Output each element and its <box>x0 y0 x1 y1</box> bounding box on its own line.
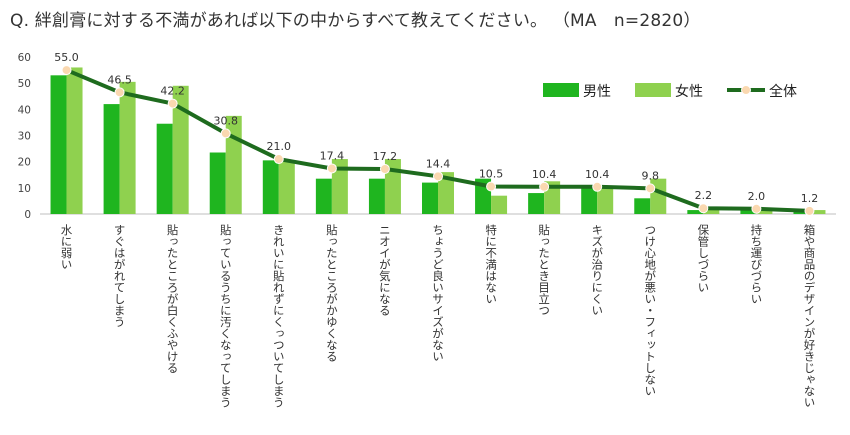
data-label-total: 10.5 <box>479 168 504 181</box>
legend-label: 全体 <box>769 83 797 100</box>
point-total <box>539 181 550 192</box>
bar-female <box>438 172 454 214</box>
category-label: 持ち運びづらい <box>749 223 763 304</box>
category-label: きれいに貼れずにくっついてしまう <box>272 224 286 408</box>
chart-title: Q. 絆創膏に対する不満があれば以下の中からすべて教えてください。 （MA n=… <box>10 11 701 31</box>
bar-male <box>50 75 67 214</box>
point-total <box>698 203 709 214</box>
bar-male <box>422 182 438 214</box>
bar-female <box>597 186 614 214</box>
point-total <box>592 181 603 192</box>
bar-male <box>528 193 545 214</box>
bar-female <box>491 195 508 214</box>
bar-male <box>262 160 279 214</box>
bar-female <box>809 210 826 214</box>
data-label-total: 10.4 <box>585 168 610 181</box>
category-label: 保管しづらい <box>696 223 710 293</box>
bar-female <box>384 159 401 214</box>
category-label: 貼ったところがかゆくなる <box>325 223 339 362</box>
data-label-total: 14.4 <box>426 157 451 170</box>
category-label: すぐはがれてしまう <box>113 224 127 328</box>
bar-male <box>740 210 757 214</box>
point-total <box>433 171 443 182</box>
bar-male <box>581 187 598 214</box>
y-tick-label: 40 <box>18 104 31 116</box>
point-total <box>273 154 284 165</box>
category-label: 水に弱い <box>60 224 74 270</box>
bar-male <box>368 178 385 214</box>
y-tick-label: 10 <box>18 183 31 195</box>
data-label-total: 30.8 <box>213 114 238 127</box>
point-total <box>220 128 231 139</box>
point-total <box>804 205 815 216</box>
point-total <box>61 65 72 76</box>
legend-swatch-male <box>543 83 579 97</box>
data-label-total: 42.2 <box>160 85 185 98</box>
category-label: つけ心地が悪い・フィットしない <box>643 224 657 397</box>
bar-female <box>756 208 773 214</box>
data-label-total: 46.5 <box>107 73 132 86</box>
data-label-total: 1.2 <box>801 192 819 205</box>
category-label: 特に不満はない <box>484 223 498 304</box>
bar-female <box>331 159 348 214</box>
bar-female <box>66 67 83 214</box>
y-tick-label: 20 <box>18 157 31 169</box>
point-total <box>645 183 656 194</box>
point-total <box>751 203 762 214</box>
bar-male <box>209 152 226 214</box>
category-label: 貼ったところが白くふやける <box>166 223 180 373</box>
legend-label: 女性 <box>675 83 703 100</box>
category-label: ニオイが気になる <box>378 224 392 316</box>
data-label-total: 55.0 <box>54 51 79 64</box>
y-tick-label: 50 <box>18 78 31 90</box>
data-label-total: 2.2 <box>695 189 713 202</box>
bar-male <box>156 123 173 214</box>
bar-male <box>315 178 332 214</box>
bar-female <box>172 85 189 215</box>
category-label: 貼っているうちに汚くなってしまう <box>219 223 233 408</box>
bar-female <box>278 160 295 214</box>
bar-male <box>793 211 810 214</box>
point-total <box>486 181 497 192</box>
category-label: ちょうど良いサイズがない <box>431 224 445 362</box>
y-tick-label: 30 <box>18 131 31 143</box>
point-total <box>326 163 337 174</box>
legend-label: 男性 <box>583 84 611 100</box>
category-label: 貼ったとき目立つ <box>537 223 551 316</box>
point-total <box>114 87 125 98</box>
bar-male <box>103 104 120 214</box>
legend-marker-total <box>741 85 751 95</box>
bar-male <box>687 210 704 214</box>
data-label-total: 21.0 <box>267 140 292 153</box>
legend-swatch-female <box>635 83 671 97</box>
bar-female <box>703 207 720 214</box>
data-label-total: 2.0 <box>748 190 766 203</box>
y-tick-label: 0 <box>24 209 31 221</box>
point-total <box>379 163 390 174</box>
category-label: 箱や商品のデザインが好きじゃない <box>802 223 816 408</box>
data-label-total: 10.4 <box>532 168 557 181</box>
data-label-total: 9.8 <box>642 169 660 182</box>
data-label-total: 17.4 <box>320 149 345 162</box>
bar-female <box>119 81 136 214</box>
y-tick-label: 60 <box>18 52 31 64</box>
bar-male <box>634 198 651 214</box>
point-total <box>167 98 178 109</box>
data-label-total: 17.2 <box>373 150 398 163</box>
category-label: キズが治りにくい <box>590 224 604 316</box>
